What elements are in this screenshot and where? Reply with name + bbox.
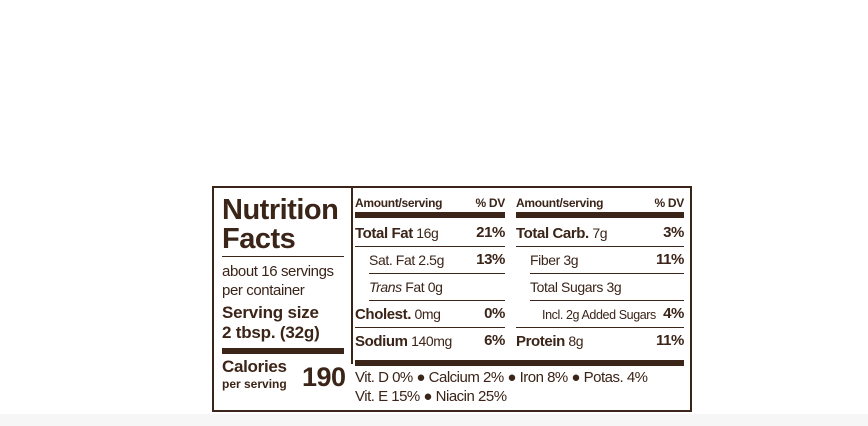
column-a-header: Amount/serving % DV <box>355 194 505 212</box>
nutrient-row-protein: Protein 8g 11% <box>516 328 684 352</box>
nutrient-column-a: Amount/serving % DV Total Fat 16g 21% Sa… <box>355 194 505 352</box>
header-amount: Amount/serving <box>355 196 443 210</box>
nutrient-dv: 11% <box>656 332 684 349</box>
calories-bar <box>222 348 344 354</box>
column-divider <box>351 188 353 364</box>
nutrient-name: Sat. Fat 2.5g <box>369 252 444 268</box>
servings-line1: about 16 servings <box>222 263 334 280</box>
header-bar <box>355 212 505 218</box>
nutrient-name: Total Sugars 3g <box>530 279 622 295</box>
label-title-line1: Nutrition <box>222 194 339 226</box>
title-rule <box>222 256 344 257</box>
nutrient-name: Incl. 2g Added Sugars <box>542 308 656 322</box>
vitamins-line2: Vit. E 15% ● Niacin 25% <box>355 388 507 405</box>
servings-per-container: about 16 servings per container <box>222 262 334 300</box>
nutrient-row-fiber: Fiber 3g 11% <box>516 247 684 274</box>
calories-value: 190 <box>302 362 346 392</box>
nutrient-name: Fat 0g <box>401 279 443 295</box>
nutrient-amount: 16g <box>412 225 439 241</box>
nutrient-row-added-sugars: Incl. 2g Added Sugars 4% <box>516 301 684 328</box>
bottom-band <box>0 414 868 426</box>
nutrient-amount: 7g <box>588 225 608 241</box>
calories-per-serving: per serving <box>222 377 287 391</box>
nutrient-name: Sodium <box>355 333 408 350</box>
header-dv: % DV <box>475 196 506 210</box>
label-title-line2: Facts <box>222 223 296 255</box>
nutrient-dv: 3% <box>663 224 684 241</box>
nutrient-row-total-sugars: Total Sugars 3g <box>516 274 684 301</box>
calories-label: Calories <box>222 357 287 376</box>
serving-size-value: 2 tbsp. (32g) <box>222 323 320 342</box>
nutrient-row-trans-fat: Trans Fat 0g <box>355 274 505 301</box>
nutrient-row-sodium: Sodium 140mg 6% <box>355 328 505 352</box>
nutrient-name: Fiber 3g <box>530 252 579 268</box>
column-b-header: Amount/serving % DV <box>516 194 684 212</box>
nutrient-name: Total Fat <box>355 225 413 242</box>
nutrient-dv: 6% <box>484 332 505 349</box>
nutrient-dv: 4% <box>663 305 684 322</box>
vitamins-line1: Vit. D 0% ● Calcium 2% ● Iron 8% ● Potas… <box>355 369 648 386</box>
nutrient-column-b: Amount/serving % DV Total Carb. 7g 3% Fi… <box>516 194 684 352</box>
nutrient-row-total-fat: Total Fat 16g 21% <box>355 220 505 247</box>
nutrition-facts-label: Nutrition Facts about 16 servings per co… <box>212 186 692 412</box>
header-amount: Amount/serving <box>516 196 604 210</box>
nutrient-row-cholesterol: Cholest. 0mg 0% <box>355 301 505 328</box>
header-dv: % DV <box>654 196 685 210</box>
nutrient-row-total-carb: Total Carb. 7g 3% <box>516 220 684 247</box>
nutrient-dv: 21% <box>476 224 505 241</box>
nutrient-dv: 13% <box>476 251 505 268</box>
nutrient-amount: 0mg <box>410 306 441 322</box>
vitamins-minerals: Vit. D 0% ● Calcium 2% ● Iron 8% ● Potas… <box>355 368 648 406</box>
nutrient-row-sat-fat: Sat. Fat 2.5g 13% <box>355 247 505 274</box>
header-bar <box>516 212 684 218</box>
nutrient-amount: 8g <box>564 333 584 349</box>
nutrient-name-italic: Trans <box>369 279 402 295</box>
nutrient-dv: 11% <box>656 251 684 268</box>
vitamins-bar <box>355 360 684 366</box>
nutrient-name: Total Carb. <box>516 225 589 242</box>
nutrient-dv: 0% <box>484 305 505 322</box>
servings-line2: per container <box>222 282 305 299</box>
serving-size: Serving size 2 tbsp. (32g) <box>222 303 320 343</box>
nutrient-amount: 140mg <box>407 333 452 349</box>
serving-size-label: Serving size <box>222 303 319 322</box>
nutrient-name: Protein <box>516 333 565 350</box>
nutrient-name: Cholest. <box>355 306 411 323</box>
